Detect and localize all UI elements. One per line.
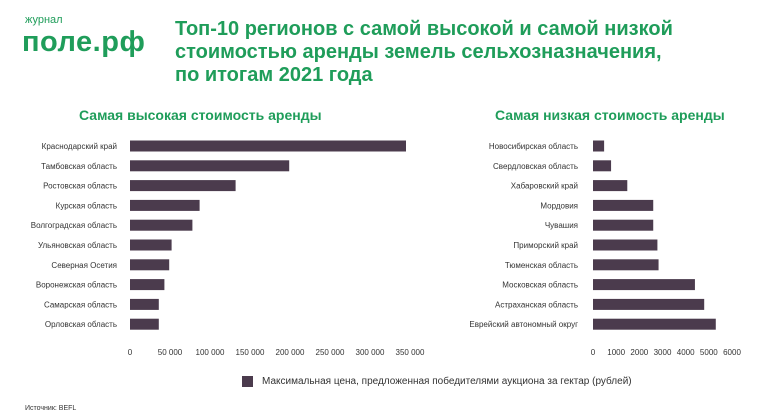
source-note: Источник: BEFL [25,405,77,412]
left-category-label: Ульяновская область [38,241,117,250]
right-category-label: Мордовия [540,201,578,210]
right-bar [593,219,654,231]
page-title: Топ-10 регионов с самой высокой и самой … [175,18,735,87]
logo-wordmark: поле.рф [22,26,146,58]
title-line-2: стоимостью аренды земель сельхозназначен… [175,41,662,63]
right-bar [593,259,659,271]
right-category-label: Новосибирская область [489,142,578,151]
right-x-tick-label: 6000 [723,348,741,357]
title-line-1: Топ-10 регионов с самой высокой и самой … [175,18,673,40]
left-bar [130,140,406,152]
right-category-label: Московская область [502,281,578,290]
left-bar [130,239,172,251]
right-bar [593,298,705,310]
left-bar [130,199,200,211]
right-bar [593,180,628,192]
left-x-tick-label: 0 [128,348,133,357]
right-category-label: Чувашия [545,221,578,230]
right-bar [593,160,612,172]
right-chart-title: Самая низкая стоимость аренды [495,107,725,123]
left-x-tick-label: 100 000 [196,348,225,357]
left-category-label: Краснодарский край [42,142,117,151]
left-category-label: Тамбовская область [41,162,117,171]
left-category-label: Воронежская область [36,281,117,290]
title-line-3: по итогам 2021 года [175,64,373,86]
right-x-tick-label: 5000 [700,348,718,357]
left-bar [130,318,159,330]
left-category-label: Ростовская область [43,182,117,191]
left-category-label: Орловская область [45,320,117,329]
logo: журнал поле.рф [22,12,152,62]
right-bar [593,318,716,330]
left-bar [130,298,159,310]
left-x-tick-label: 200 000 [276,348,305,357]
left-x-tick-label: 250 000 [316,348,345,357]
left-bar [130,219,193,231]
right-bar [593,239,658,251]
right-category-label: Хабаровский край [511,182,578,191]
left-category-label: Самарская область [44,300,117,309]
left-bar [130,180,236,192]
right-bar [593,199,654,211]
right-x-tick-label: 3000 [654,348,672,357]
left-bar [130,259,170,271]
left-category-label: Волгоградская область [31,221,117,230]
right-category-label: Приморский край [513,241,578,250]
left-category-label: Северная Осетия [51,261,117,270]
left-x-tick-label: 300 000 [356,348,385,357]
left-x-tick-label: 150 000 [236,348,265,357]
left-bar [130,160,290,172]
legend-label: Максимальная цена, предложенная победите… [262,376,632,387]
right-x-tick-label: 4000 [677,348,695,357]
right-x-tick-label: 0 [591,348,596,357]
legend-swatch [242,376,253,387]
right-x-tick-label: 1000 [607,348,625,357]
logo-caption: журнал [25,14,63,26]
right-bar [593,279,695,291]
right-category-label: Тюменская область [505,261,578,270]
left-category-label: Курская область [56,201,117,210]
legend: Максимальная цена, предложенная победите… [242,376,632,387]
right-x-tick-label: 2000 [630,348,648,357]
right-bar [593,140,605,152]
left-bar [130,279,165,291]
left-x-tick-label: 350 000 [396,348,425,357]
right-category-label: Еврейский автономный округ [469,320,578,329]
right-category-label: Свердловская область [493,162,578,171]
left-chart-title: Самая высокая стоимость аренды [79,107,322,123]
right-category-label: Астраханская область [495,300,578,309]
left-x-tick-label: 50 000 [158,348,183,357]
